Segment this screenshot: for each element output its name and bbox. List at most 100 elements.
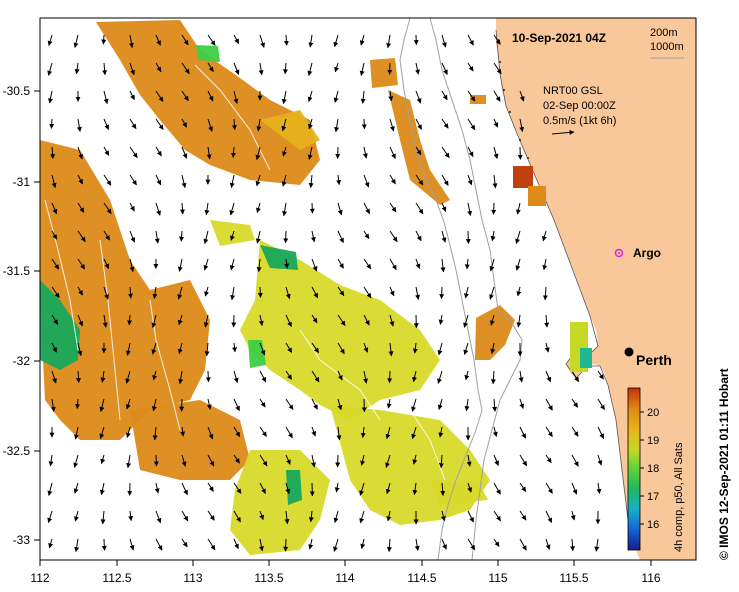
current-arrow <box>542 230 547 242</box>
current-arrow <box>467 34 474 46</box>
current-arrow <box>155 146 162 157</box>
current-arrow <box>282 62 288 75</box>
current-arrow <box>493 90 501 102</box>
current-arrow <box>597 426 605 439</box>
current-arrow <box>467 510 474 523</box>
current-arrow <box>311 258 318 272</box>
current-arrow <box>181 454 187 467</box>
current-arrow <box>103 258 110 269</box>
current-arrow <box>177 258 183 272</box>
current-arrow <box>181 510 189 522</box>
current-arrow <box>385 454 391 468</box>
current-arrow <box>493 146 499 159</box>
current-arrow <box>284 258 290 269</box>
current-arrow <box>151 398 157 412</box>
current-arrow <box>493 62 502 75</box>
current-arrow <box>415 258 421 269</box>
scale-vector-label: 0.5m/s (1kt 6h) <box>543 115 616 127</box>
current-arrow <box>308 174 314 189</box>
current-arrow <box>233 538 239 550</box>
current-arrow <box>233 510 241 523</box>
current-arrow <box>515 230 521 244</box>
current-arrow <box>388 90 394 102</box>
current-arrow <box>47 34 53 46</box>
current-arrow <box>103 118 110 130</box>
current-arrow <box>386 538 392 553</box>
current-arrow <box>77 202 85 213</box>
current-arrow <box>489 314 495 326</box>
land-mass <box>496 18 696 560</box>
current-arrow <box>334 118 340 133</box>
current-arrow <box>363 258 372 270</box>
sst-patch <box>260 110 320 150</box>
current-arrow <box>389 202 397 213</box>
current-arrow <box>126 454 132 469</box>
current-arrow <box>259 342 266 356</box>
current-arrow <box>441 202 447 212</box>
current-arrow <box>363 342 369 353</box>
current-arrow <box>362 146 368 159</box>
timestamp-label: 10-Sep-2021 04Z <box>512 31 606 45</box>
current-arrow <box>333 510 339 523</box>
warm-coastal-patch <box>513 166 533 188</box>
current-arrow <box>545 370 552 383</box>
current-arrow <box>441 90 448 101</box>
current-arrow <box>464 286 469 299</box>
colorbar-tick-label: 17 <box>647 491 659 503</box>
current-arrow <box>230 146 236 158</box>
current-arrow <box>363 202 371 215</box>
current-arrow <box>181 62 190 75</box>
current-arrow <box>386 510 392 522</box>
current-arrow <box>77 286 83 296</box>
contour-200m <box>399 18 483 560</box>
current-arrow <box>181 538 188 548</box>
current-arrow <box>207 90 214 102</box>
current-arrow <box>515 258 521 271</box>
x-tick-label: 116 <box>641 571 660 585</box>
current-arrow <box>258 62 264 76</box>
current-arrow <box>441 62 448 75</box>
current-arrow <box>519 398 525 409</box>
current-arrow <box>152 370 158 381</box>
current-arrow <box>125 398 131 410</box>
current-arrow <box>516 286 522 297</box>
argo-marker <box>614 248 624 258</box>
current-arrow <box>47 62 53 76</box>
current-arrow <box>307 90 313 102</box>
current-arrow <box>492 426 498 437</box>
current-arrow <box>307 146 313 160</box>
current-arrow <box>544 342 550 353</box>
current-arrow <box>570 510 576 521</box>
current-arrow <box>519 454 528 467</box>
current-arrow <box>363 230 370 240</box>
current-arrow <box>415 174 424 186</box>
current-arrow <box>385 482 391 495</box>
current-arrow <box>207 62 214 73</box>
current-arrow <box>47 510 53 524</box>
current-arrow <box>333 90 339 103</box>
contour-1000m <box>429 18 523 560</box>
current-arrow <box>385 426 391 440</box>
cool-coastal-patch-2 <box>580 348 592 368</box>
current-arrow <box>129 538 135 551</box>
current-arrow <box>103 230 111 241</box>
current-arrow <box>415 146 422 156</box>
current-arrow <box>207 538 216 551</box>
sst-patch <box>230 450 330 555</box>
current-arrow <box>207 510 215 521</box>
current-arrow <box>309 202 315 214</box>
current-arrow <box>155 118 164 130</box>
current-arrow <box>335 454 341 468</box>
current-arrow <box>180 426 186 437</box>
current-arrow <box>99 482 105 496</box>
current-arrow <box>281 118 287 132</box>
current-arrow <box>51 314 59 325</box>
current-arrow <box>152 426 158 441</box>
current-arrow <box>493 34 501 45</box>
current-arrow <box>77 342 83 357</box>
current-arrow <box>414 538 420 551</box>
current-arrow <box>441 538 447 550</box>
current-arrow <box>101 34 107 45</box>
current-arrow <box>229 174 235 188</box>
sst-patch <box>286 470 302 505</box>
